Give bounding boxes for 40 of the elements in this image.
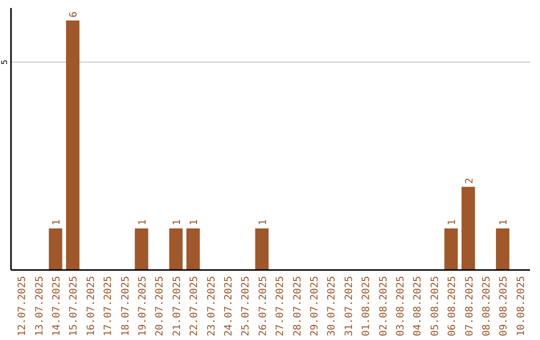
x-tick-label: 06.08.2025: [447, 276, 458, 336]
data-label: 1: [172, 219, 183, 226]
data-label: 1: [52, 219, 63, 226]
x-tick-label: 02.08.2025: [378, 276, 390, 336]
x-tick-label: 23.07.2025: [206, 276, 218, 336]
x-tick-label: 28.07.2025: [292, 276, 304, 336]
x-tick-label: 07.08.2025: [464, 276, 476, 336]
x-tick-label: 12.07.2025: [17, 276, 28, 336]
x-tick-label: 31.07.2025: [344, 276, 355, 336]
data-label: 1: [447, 219, 458, 226]
x-tick-label: 27.07.2025: [275, 276, 286, 336]
x-tick-label: 18.07.2025: [120, 276, 132, 336]
x-tick-label: 26.07.2025: [258, 276, 269, 336]
x-tick-label: 25.07.2025: [240, 276, 252, 336]
x-tick-label: 29.07.2025: [309, 276, 320, 336]
data-label: 6: [68, 11, 80, 18]
x-tick-label: 20.07.2025: [154, 276, 166, 336]
x-tick-label: 04.08.2025: [412, 276, 424, 336]
x-tick-label: 03.08.2025: [395, 276, 406, 336]
x-tick-label: 08.08.2025: [481, 276, 492, 336]
x-tick-label: 30.07.2025: [326, 276, 338, 336]
x-tick-label: 01.08.2025: [361, 276, 372, 336]
data-label: 2: [464, 178, 476, 184]
x-tick-label: 14.07.2025: [52, 276, 63, 336]
x-tick-label: 09.08.2025: [498, 276, 510, 336]
x-tick-label: 15.07.2025: [68, 276, 80, 336]
data-label: 1: [498, 219, 510, 226]
x-tick-label: 21.07.2025: [172, 276, 183, 336]
data-label: 1: [258, 219, 269, 226]
x-tick-label: 24.07.2025: [224, 276, 235, 336]
data-label: 1: [189, 219, 200, 226]
x-tick-label: 10.08.2025: [516, 276, 527, 336]
x-tick-label: 13.07.2025: [34, 276, 46, 336]
x-tick-label: 17.07.2025: [103, 276, 114, 336]
x-tick-label: 22.07.2025: [189, 276, 200, 336]
y-tick-label: 5: [0, 59, 9, 64]
data-label: 1: [138, 219, 149, 226]
x-tick-label: 16.07.2025: [86, 276, 97, 336]
x-tick-label: 05.08.2025: [430, 276, 441, 336]
x-tick-label: 19.07.2025: [138, 276, 149, 336]
